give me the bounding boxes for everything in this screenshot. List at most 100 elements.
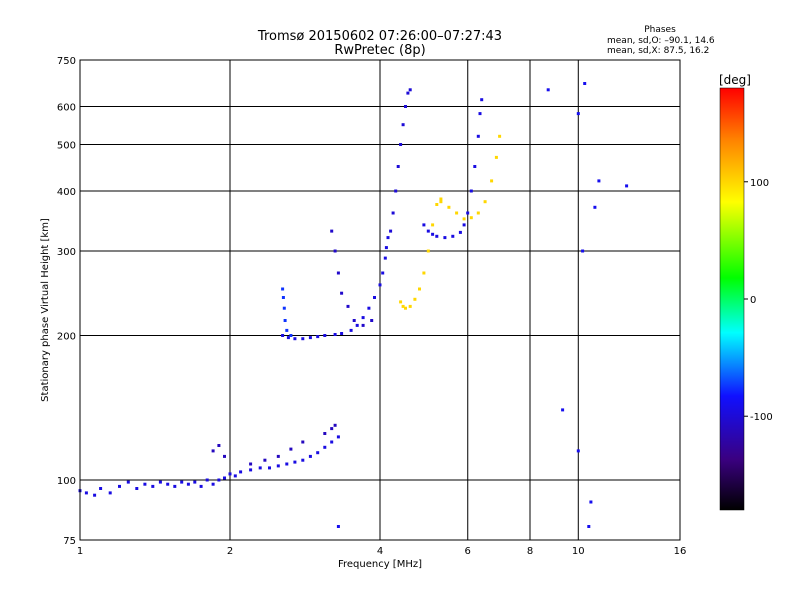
data-point: [469, 216, 473, 220]
data-point: [422, 271, 426, 275]
data-point: [330, 440, 334, 444]
data-point: [483, 200, 487, 204]
y-axis-ticks: 75 100 200 300 400 500 600 750: [57, 56, 76, 547]
data-point: [336, 435, 340, 439]
data-point: [173, 484, 177, 488]
data-point: [394, 189, 398, 193]
data-point: [281, 296, 285, 299]
data-point: [84, 491, 88, 495]
grid-lines: [80, 60, 680, 540]
x-axis-label: Frequency [MHz]: [338, 559, 422, 570]
data-point: [126, 480, 130, 484]
data-point: [435, 234, 439, 238]
data-point: [462, 223, 466, 227]
data-point: [282, 306, 286, 310]
phases-heading: Phases: [644, 25, 676, 35]
data-point: [289, 447, 293, 451]
data-point: [443, 236, 447, 240]
data-point: [408, 88, 412, 92]
data-point: [316, 335, 320, 339]
data-point: [217, 478, 221, 482]
data-point: [458, 230, 462, 234]
data-point: [462, 217, 466, 221]
y-tick-label: 500: [57, 141, 76, 152]
colorbar-ticks: 100 0 -100: [744, 178, 773, 423]
data-point: [418, 287, 421, 291]
data-point: [316, 451, 320, 455]
data-point: [367, 306, 371, 310]
x-tick-label: 16: [674, 546, 687, 557]
data-point: [587, 525, 591, 528]
data-point: [346, 304, 350, 308]
data-point: [447, 205, 451, 209]
data-point: [330, 229, 334, 233]
data-point: [378, 283, 382, 287]
x-tick-label: 2: [227, 546, 233, 557]
data-point: [498, 134, 502, 138]
data-point: [406, 91, 410, 95]
data-point: [404, 105, 407, 108]
data-point: [166, 482, 170, 486]
data-point: [401, 123, 405, 127]
data-point: [158, 480, 162, 484]
data-point: [478, 112, 482, 116]
data-points: [78, 82, 629, 528]
data-point: [151, 484, 155, 488]
data-point: [211, 482, 215, 486]
data-point: [276, 454, 280, 458]
data-point: [135, 487, 139, 490]
data-point: [589, 500, 593, 504]
y-tick-label: 300: [57, 247, 76, 258]
data-point: [333, 249, 337, 253]
data-point: [399, 300, 403, 304]
data-point: [583, 82, 587, 85]
data-point: [451, 234, 455, 238]
data-point: [211, 449, 215, 453]
data-point: [383, 256, 387, 260]
data-point: [466, 211, 470, 215]
data-point: [186, 482, 190, 486]
data-point: [431, 223, 435, 227]
data-point: [118, 484, 121, 488]
data-point: [193, 480, 197, 484]
data-point: [340, 332, 344, 335]
y-tick-label: 75: [63, 536, 76, 547]
data-point: [205, 478, 209, 482]
data-point: [439, 200, 443, 204]
chart-header: Tromsø 20150602 07:26:00–07:27:43 RwPret…: [257, 25, 715, 58]
data-point: [281, 334, 285, 337]
data-point: [408, 304, 412, 308]
phase-o-line: mean, sd,O: –90.1, 14.6: [607, 36, 715, 46]
data-point: [228, 472, 232, 476]
data-point: [386, 236, 390, 240]
data-point: [268, 466, 271, 470]
data-point: [439, 197, 443, 201]
data-point: [490, 179, 494, 183]
data-point: [223, 476, 226, 480]
chart-title: Tromsø 20150602 07:26:00–07:27:43: [257, 29, 502, 44]
plot-frame: [79, 59, 681, 541]
data-point: [285, 328, 289, 332]
data-point: [323, 432, 327, 435]
x-tick-label: 1: [77, 546, 83, 557]
data-point: [286, 336, 290, 340]
data-point: [426, 249, 430, 253]
colorbar: [deg] 100 0 -100: [719, 73, 773, 511]
data-point: [333, 423, 337, 427]
data-point: [435, 203, 439, 206]
y-tick-label: 400: [57, 187, 76, 198]
data-point: [301, 458, 305, 462]
data-point: [597, 179, 601, 183]
data-point: [301, 337, 305, 341]
x-tick-label: 8: [527, 546, 533, 557]
data-point: [561, 408, 565, 412]
data-point: [143, 482, 147, 486]
data-point: [349, 328, 353, 332]
data-point: [239, 470, 243, 474]
data-point: [330, 427, 334, 431]
data-point: [263, 458, 267, 462]
data-point: [581, 249, 585, 253]
data-point: [281, 287, 285, 291]
data-point: [223, 454, 226, 458]
data-point: [494, 155, 498, 159]
